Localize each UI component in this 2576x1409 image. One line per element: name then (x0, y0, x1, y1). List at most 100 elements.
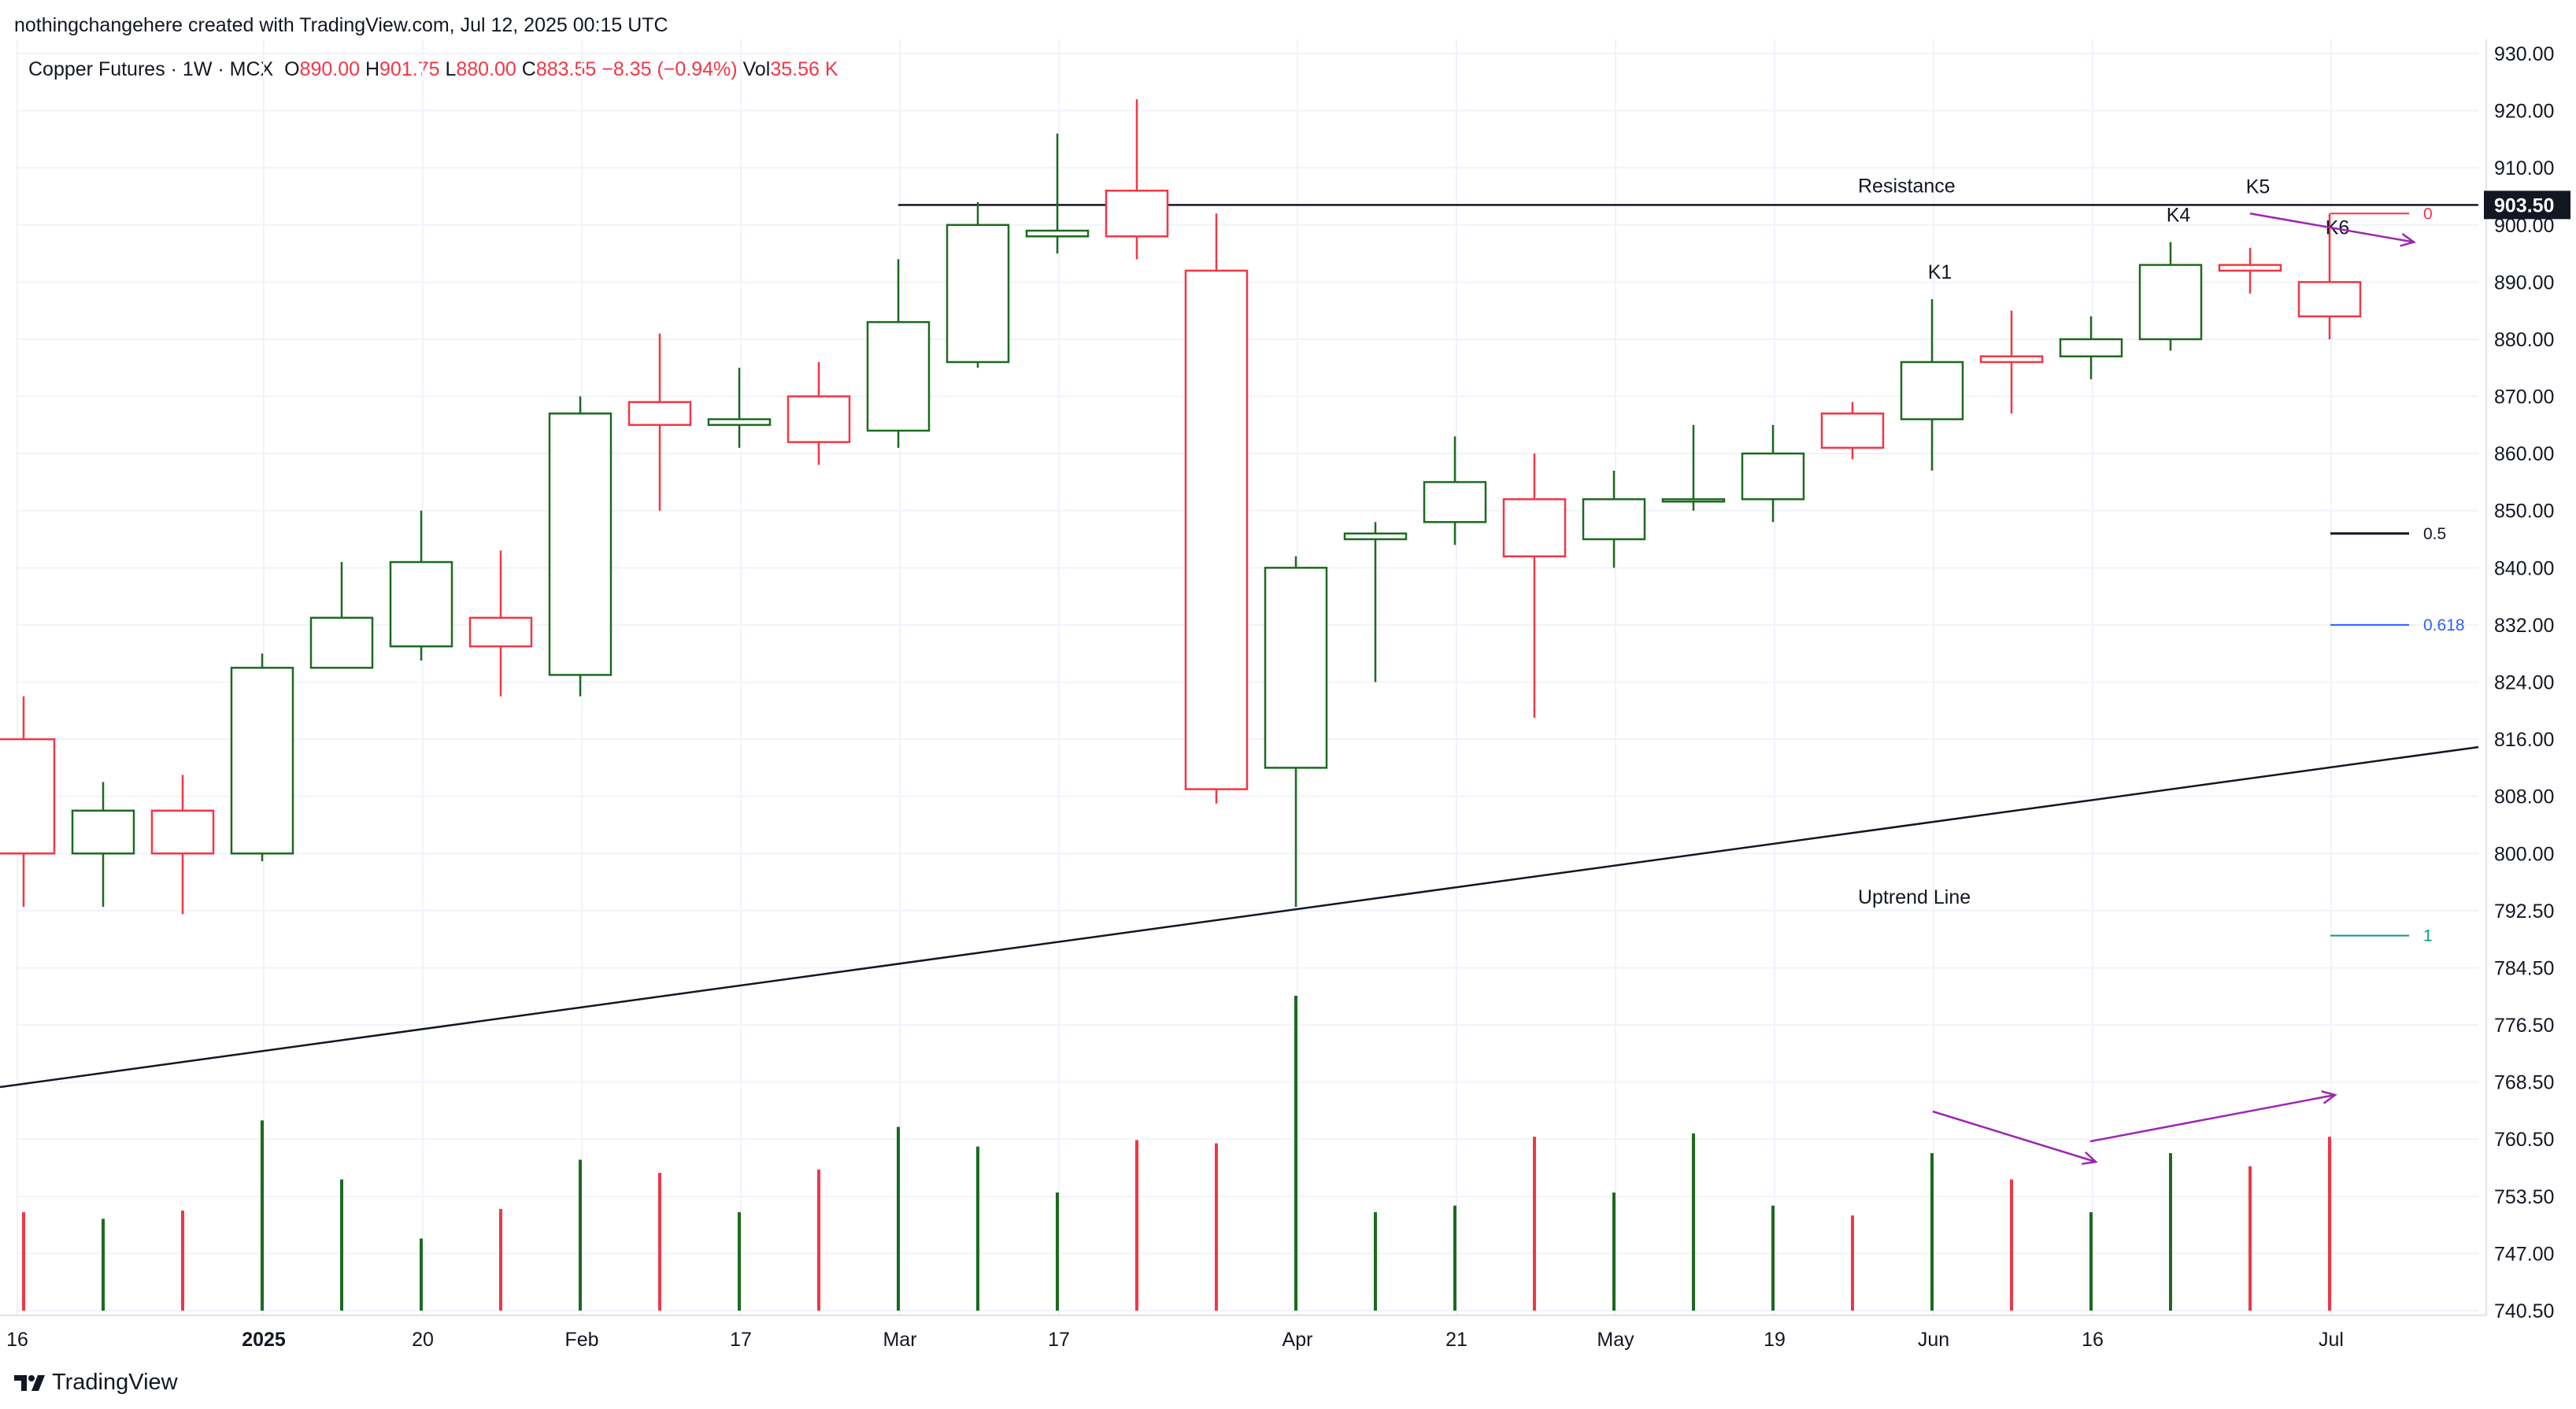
fib-level-label: 0 (2423, 205, 2433, 223)
legend-open-label: O (284, 58, 300, 80)
tradingview-brand[interactable]: TradingView (14, 1370, 178, 1396)
fib-level-label: 0.618 (2423, 616, 2465, 634)
time-tick-label: 2025 (242, 1329, 286, 1351)
uptrend-line-label: Uptrend Line (1858, 886, 1971, 908)
legend-open-value: 890.00 (299, 58, 361, 80)
candle-body[interactable] (1184, 269, 1249, 790)
legend-low-value: 880.00 (456, 58, 516, 80)
tradingview-logo-icon (14, 1374, 45, 1391)
brand-label: TradingView (52, 1370, 178, 1395)
candle-body[interactable] (1820, 412, 1885, 449)
candle-body[interactable] (0, 738, 56, 855)
candle-body[interactable] (468, 616, 533, 648)
legend-change: −8.35 (−0.94%) (601, 58, 738, 80)
price-tick-label: 870.00 (2494, 386, 2554, 409)
candle-body[interactable] (389, 560, 453, 648)
candle-body[interactable] (1264, 567, 1328, 769)
candle-body[interactable] (707, 418, 772, 427)
chart-credit: nothingchangehere created with TradingVi… (14, 14, 668, 36)
candle-body[interactable] (1741, 452, 1805, 501)
legend-volume-value: 35.56 K (770, 58, 838, 80)
price-tick-label: 816.00 (2494, 729, 2554, 751)
resistance-label: Resistance (1858, 175, 1956, 197)
price-tick-label: 910.00 (2494, 157, 2554, 179)
fib-level-label: 1 (2423, 927, 2433, 945)
fib-level-label: 0.5 (2423, 525, 2446, 543)
volume-arrow-up-head (2321, 1090, 2337, 1104)
candle-body[interactable] (2218, 264, 2282, 272)
price-tick-label: 747.00 (2494, 1243, 2554, 1265)
candle-label-k4: K4 (2167, 205, 2191, 227)
candle-body[interactable] (1900, 361, 1964, 420)
candle-body[interactable] (2138, 264, 2203, 341)
time-tick-label: 21 (1445, 1329, 1468, 1351)
price-tick-label: 890.00 (2494, 272, 2554, 294)
candle-label-k5: K5 (2246, 176, 2271, 198)
price-tick-label: 850.00 (2494, 501, 2554, 523)
current-price-marker (2484, 190, 2570, 220)
time-tick-label: 16 (2082, 1329, 2104, 1351)
price-tick-label: 920.00 (2494, 101, 2554, 123)
price-tick-label: 768.50 (2494, 1072, 2554, 1094)
candle-body[interactable] (1582, 497, 1646, 541)
price-tick-label: 824.00 (2494, 672, 2554, 694)
legend-symbol[interactable]: Copper Futures · 1W · MCX (28, 58, 274, 80)
candle-body[interactable] (866, 320, 931, 432)
price-tick-label: 930.00 (2494, 43, 2554, 65)
candle-body[interactable] (1979, 355, 2044, 364)
legend-high-value: 901.75 (379, 58, 440, 80)
price-divergence-arrow-head (2400, 233, 2416, 247)
price-tick-label: 753.50 (2494, 1186, 2554, 1208)
price-tick-label: 740.50 (2494, 1300, 2554, 1322)
candle-body[interactable] (1105, 189, 1169, 238)
symbol-legend: Copper Futures · 1W · MCX O 890.00 H 901… (28, 58, 838, 81)
time-tick-label: May (1597, 1329, 1634, 1351)
candle-body[interactable] (309, 616, 374, 669)
candle-body[interactable] (1661, 497, 1726, 503)
legend-low-label: L (445, 58, 457, 80)
candle-body[interactable] (2059, 338, 2123, 357)
price-tick-label: 792.50 (2494, 901, 2554, 923)
time-tick-label: 17 (730, 1329, 752, 1351)
legend-volume-label: Vol (742, 58, 771, 80)
current-price-label: 903.50 (2494, 194, 2554, 216)
volume-arrow-down[interactable] (1932, 1110, 2097, 1163)
price-tick-label: 860.00 (2494, 443, 2554, 465)
candle-body[interactable] (1025, 229, 1090, 238)
legend-close-value: 883.55 (535, 58, 597, 80)
time-tick-label: Jun (1918, 1329, 1949, 1351)
price-tick-label: 880.00 (2494, 329, 2554, 351)
candle-body[interactable] (1423, 481, 1487, 523)
candle-body[interactable] (627, 401, 692, 427)
legend-high-label: H (365, 58, 380, 80)
price-tick-label: 800.00 (2494, 843, 2554, 865)
time-tick-label: 16 (6, 1329, 28, 1351)
candle-body[interactable] (548, 412, 613, 676)
time-tick-label: 19 (1764, 1329, 1786, 1351)
candle-label-k1: K1 (1928, 261, 1952, 283)
price-divergence-arrow[interactable] (2249, 213, 2415, 243)
price-tick-label: 784.50 (2494, 957, 2554, 979)
volume-arrow-up[interactable] (2089, 1093, 2336, 1143)
time-tick-label: 20 (412, 1329, 434, 1351)
price-tick-label: 840.00 (2494, 557, 2554, 579)
time-tick-label: Mar (883, 1329, 916, 1351)
uptrend-line[interactable] (0, 745, 2479, 1089)
candle-body[interactable] (946, 224, 1010, 364)
price-tick-label: 832.00 (2494, 615, 2554, 637)
candle-body[interactable] (150, 809, 215, 855)
candle-body[interactable] (71, 809, 135, 855)
time-tick-label: 17 (1048, 1329, 1070, 1351)
time-tick-label: Feb (564, 1329, 598, 1351)
volume-arrow-down-head (2082, 1151, 2098, 1165)
time-tick-label: Apr (1282, 1329, 1313, 1351)
price-tick-label: 776.50 (2494, 1015, 2554, 1037)
price-tick-label: 808.00 (2494, 786, 2554, 808)
candle-body[interactable] (230, 667, 294, 855)
candle-body[interactable] (2297, 281, 2362, 318)
candle-body[interactable] (1502, 497, 1567, 558)
candle-body[interactable] (786, 395, 851, 443)
candle-body[interactable] (1343, 532, 1408, 541)
time-tick-label: Jul (2319, 1329, 2344, 1351)
